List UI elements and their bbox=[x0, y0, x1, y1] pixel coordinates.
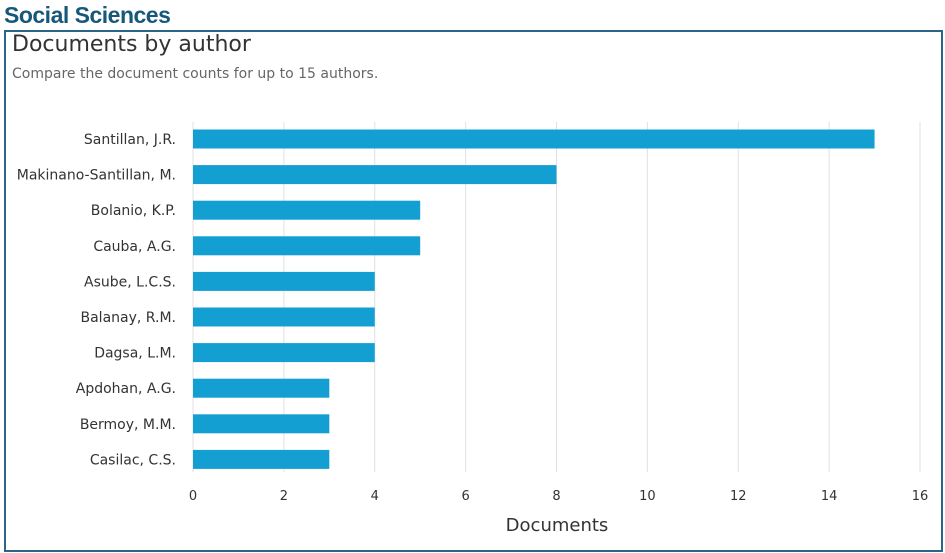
category-label: Cauba, A.G. bbox=[93, 239, 176, 255]
category-label: Makinano-Santillan, M. bbox=[17, 168, 176, 184]
bar bbox=[193, 271, 375, 291]
x-tick-label: 8 bbox=[552, 489, 560, 504]
category-label: Casilac, C.S. bbox=[90, 452, 176, 468]
bar bbox=[193, 129, 875, 149]
x-axis-title: Documents bbox=[506, 515, 609, 536]
x-tick-label: 12 bbox=[730, 489, 747, 504]
category-label: Dagsa, L.M. bbox=[94, 346, 176, 362]
chart-subtitle: Compare the document counts for up to 15… bbox=[12, 66, 379, 82]
chart-title: Documents by author bbox=[12, 32, 251, 57]
category-label: Santillan, J.R. bbox=[84, 132, 176, 148]
x-tick-label: 10 bbox=[639, 489, 656, 504]
bar bbox=[193, 200, 421, 220]
bar bbox=[193, 165, 557, 185]
x-tick-label: 0 bbox=[189, 489, 197, 504]
x-tick-label: 14 bbox=[821, 489, 838, 504]
x-tick-label: 16 bbox=[912, 489, 929, 504]
page-title: Social Sciences bbox=[4, 2, 171, 28]
category-label: Balanay, R.M. bbox=[81, 310, 177, 326]
category-label: Bermoy, M.M. bbox=[80, 417, 176, 433]
bar bbox=[193, 378, 330, 398]
x-tick-label: 4 bbox=[371, 489, 379, 504]
chart-panel: Documents by author Compare the document… bbox=[4, 30, 943, 552]
category-label: Apdohan, A.G. bbox=[76, 381, 176, 397]
x-tick-label: 2 bbox=[280, 489, 288, 504]
bar bbox=[193, 307, 375, 327]
x-tick-label: 6 bbox=[461, 489, 469, 504]
category-label: Asube, L.C.S. bbox=[84, 274, 176, 290]
bar bbox=[193, 236, 421, 256]
bar bbox=[193, 343, 375, 363]
category-label: Bolanio, K.P. bbox=[91, 203, 176, 219]
bar bbox=[193, 414, 330, 434]
bar bbox=[193, 449, 330, 469]
